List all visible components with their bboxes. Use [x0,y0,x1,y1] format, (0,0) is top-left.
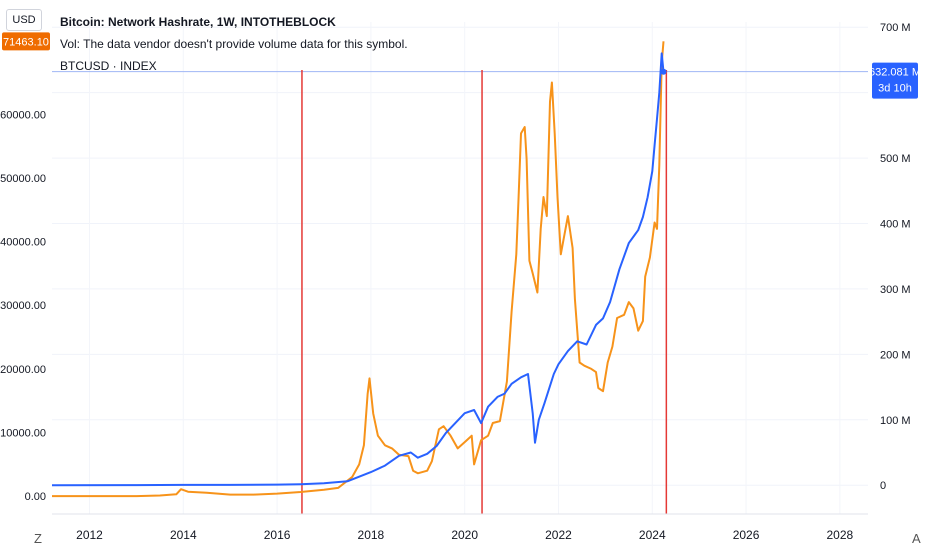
time-axis-tick-label: 2018 [358,528,385,542]
time-axis[interactable]: 2012 2014 2016 2018 2020 2022 2024 2026 2028 [52,513,868,542]
left-price-axis[interactable]: 0.00 10000.00 20000.00 30000.00 40000.00 5000… [0,109,46,503]
hashrate-last-point [660,68,667,75]
price-tag-box [2,32,50,51]
vertical-marker-lines [301,70,668,514]
right-axis-tick-label: 100 M [880,415,911,427]
currency-selector[interactable]: USD [6,9,42,31]
time-axis-tick-label: 2016 [264,528,291,542]
last-value-tags: 71463.10 632.081 M 3d 10h [2,32,921,99]
grid [52,22,868,514]
time-axis-tick-label: 2012 [76,528,103,542]
left-axis-tick-label: 0.00 [25,491,46,503]
right-axis-tick-label: 500 M [880,153,911,165]
left-axis-tick-label: 40000.00 [0,237,46,249]
time-axis-tick-label: 2020 [451,528,478,542]
price-tag-label: 71463.10 [3,36,49,48]
left-axis-tick-label: 10000.00 [0,428,46,440]
right-axis-tick-label: 0 [880,480,886,492]
left-axis-tick-label: 30000.00 [0,300,46,312]
chart-title[interactable]: Bitcoin: Network Hashrate, 1W, INTOTHEBL… [60,15,336,29]
hashrate-tag-countdown: 3d 10h [878,83,912,95]
time-axis-tick-label: 2028 [827,528,854,542]
symbol-line[interactable]: BTCUSD · INDEX [60,59,157,73]
auto-scale-button[interactable]: A [912,531,921,546]
hashrate-tag-box [872,62,918,99]
hashrate-series-line [51,52,665,487]
left-axis-tick-label: 20000.00 [0,364,46,376]
time-axis-tick-label: 2022 [545,528,572,542]
price-series-line [52,41,665,498]
right-axis-tick-label: 200 M [880,349,911,361]
volume-note: Vol: The data vendor doesn't provide vol… [60,37,408,51]
hashrate-tag-value: 632.081 M [869,67,921,79]
time-axis-tick-label: 2014 [170,528,197,542]
time-axis-tick-label: 2024 [639,528,666,542]
series-layer [51,41,667,498]
right-axis-tick-label: 300 M [880,284,911,296]
left-axis-tick-label: 50000.00 [0,173,46,185]
left-axis-tick-label: 60000.00 [0,109,46,121]
timezone-button[interactable]: Z [34,531,42,546]
right-axis-tick-label: 400 M [880,219,911,231]
chart-legend: Bitcoin: Network Hashrate, 1W, INTOTHEBL… [60,11,408,77]
right-axis-tick-label: 700 M [880,22,911,34]
time-axis-tick-label: 2026 [733,528,760,542]
